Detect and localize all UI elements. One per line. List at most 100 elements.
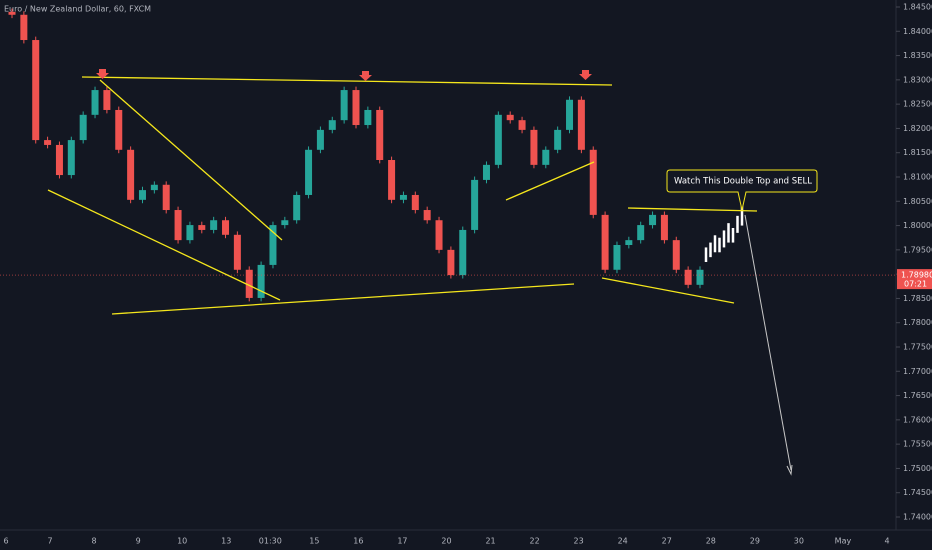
candle-body xyxy=(506,114,514,121)
candle-body xyxy=(459,229,467,276)
candle-body xyxy=(20,14,28,41)
x-tick-label: 15 xyxy=(309,537,319,546)
forecast-arrowhead xyxy=(786,464,793,476)
x-tick-label: 4 xyxy=(884,537,889,546)
candle-body xyxy=(138,190,146,200)
candle-body xyxy=(696,269,704,285)
candle-body xyxy=(577,99,585,150)
candle-body xyxy=(423,210,431,221)
x-tick-label: 01:30 xyxy=(259,537,282,546)
x-tick-label: 22 xyxy=(530,537,540,546)
y-tick-label: 1.82500 xyxy=(903,100,932,109)
candle-body xyxy=(186,225,194,241)
y-tick-label: 1.76000 xyxy=(903,415,932,424)
candle-body xyxy=(613,245,621,270)
top-marker xyxy=(579,70,592,80)
candle-body xyxy=(162,184,170,211)
candle-body xyxy=(542,149,550,165)
candle-body xyxy=(530,129,538,165)
candle-body xyxy=(8,11,16,15)
y-tick-label: 1.83000 xyxy=(903,75,932,84)
callout-box xyxy=(666,169,818,211)
y-tick-label: 1.76500 xyxy=(903,391,932,400)
y-tick-label: 1.74500 xyxy=(903,488,932,497)
trend-line xyxy=(111,283,575,315)
candle-body xyxy=(91,90,99,115)
callout-text: Watch This Double Top and SELL xyxy=(674,177,812,187)
x-tick-label: 29 xyxy=(750,537,760,546)
trend-line xyxy=(601,277,735,304)
y-tick-label: 1.77000 xyxy=(903,367,932,376)
y-tick-label: 1.74000 xyxy=(903,513,932,522)
drawings: Watch This Double Top and SELL xyxy=(47,69,818,476)
candle-body xyxy=(601,214,609,270)
candle-body xyxy=(340,90,348,121)
last-price-box xyxy=(897,269,932,290)
candle-body xyxy=(649,214,657,226)
y-tick-label: 1.84500 xyxy=(903,3,932,12)
x-tick-label: 10 xyxy=(177,537,187,546)
candle-body xyxy=(494,114,502,165)
candle-body xyxy=(435,220,443,250)
x-tick-label: 30 xyxy=(794,537,804,546)
candle-body xyxy=(388,160,396,200)
y-tick-label: 1.81500 xyxy=(903,148,932,157)
candle-body xyxy=(518,120,526,130)
y-tick-label: 1.81000 xyxy=(903,173,932,182)
candle-body xyxy=(352,90,360,126)
x-tick-label: 23 xyxy=(574,537,584,546)
candle-body xyxy=(32,40,40,141)
countdown-label: 07:21 xyxy=(904,280,927,289)
y-tick-label: 1.78000 xyxy=(903,318,932,327)
candle-body xyxy=(198,225,206,230)
x-tick-label: 24 xyxy=(618,537,628,546)
y-tick-label: 1.79500 xyxy=(903,245,932,254)
candle-body xyxy=(684,269,692,285)
y-tick-label: 1.83500 xyxy=(903,51,932,60)
x-tick-label: 13 xyxy=(221,537,231,546)
x-tick-label: 21 xyxy=(485,537,495,546)
candle-body xyxy=(44,140,52,145)
candle-body xyxy=(482,164,490,180)
candle-body xyxy=(257,264,265,298)
y-tick-label: 1.80500 xyxy=(903,197,932,206)
candle-body xyxy=(364,109,372,126)
candle-body xyxy=(269,225,277,265)
candle-body xyxy=(127,149,135,200)
candle-body xyxy=(637,225,645,241)
candle-body xyxy=(672,240,680,270)
candle-body xyxy=(281,220,289,226)
candle-body xyxy=(67,140,75,176)
y-tick-label: 1.82000 xyxy=(903,124,932,133)
candle-body xyxy=(103,90,111,110)
last-price-label: 1.78980 xyxy=(901,271,932,280)
candle-body xyxy=(328,120,336,130)
chart-title: Euro / New Zealand Dollar, 60, FXCM xyxy=(4,5,151,14)
y-tick-label: 1.84000 xyxy=(903,27,932,36)
x-tick-label: May xyxy=(835,537,852,546)
x-tick-label: 28 xyxy=(706,537,716,546)
forecast-arrow xyxy=(744,214,792,471)
candle-body xyxy=(566,99,574,130)
x-tick-label: 8 xyxy=(92,537,97,546)
candle-body xyxy=(554,129,562,150)
candle-body xyxy=(150,184,158,191)
x-tick-label: 27 xyxy=(662,537,672,546)
candle-body xyxy=(79,114,87,141)
y-tick-label: 1.75500 xyxy=(903,440,932,449)
candle-body xyxy=(174,210,182,241)
x-tick-label: 6 xyxy=(3,537,8,546)
candle-body xyxy=(222,220,230,235)
y-tick-label: 1.77500 xyxy=(903,343,932,352)
candle-body xyxy=(245,269,253,298)
candle-body xyxy=(589,149,597,215)
x-tick-label: 9 xyxy=(136,537,141,546)
candle-body xyxy=(210,220,218,230)
candle-body xyxy=(305,149,313,195)
candle-body xyxy=(625,240,633,245)
top-marker xyxy=(359,71,372,81)
trend-line xyxy=(627,207,758,212)
candle-body xyxy=(471,179,479,230)
candle-body xyxy=(447,249,455,276)
